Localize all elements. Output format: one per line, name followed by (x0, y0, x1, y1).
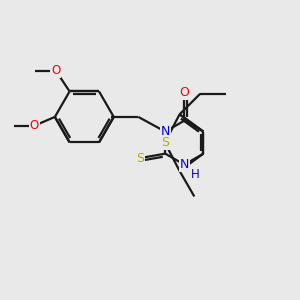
Text: O: O (30, 119, 39, 132)
Text: N: N (180, 158, 189, 171)
Text: S: S (161, 136, 169, 149)
Text: O: O (179, 86, 189, 99)
Text: N: N (160, 125, 170, 138)
Text: S: S (136, 152, 144, 165)
Text: H: H (191, 168, 200, 181)
Text: O: O (51, 64, 61, 77)
